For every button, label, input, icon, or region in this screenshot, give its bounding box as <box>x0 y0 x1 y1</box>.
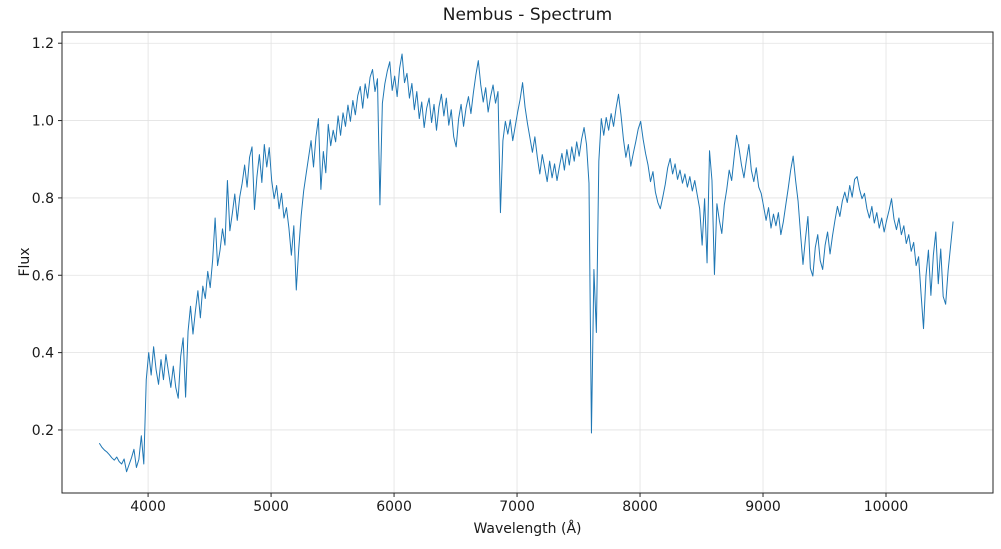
spectrum-line <box>99 53 954 473</box>
y-axis-label: Flux <box>17 247 33 277</box>
y-tick-label: 0.6 <box>32 268 54 284</box>
y-tick-label: 0.8 <box>32 191 54 207</box>
x-tick-label: 6000 <box>376 499 412 515</box>
x-tick-label: 9000 <box>745 499 781 515</box>
x-tick-label: 7000 <box>499 499 535 515</box>
x-axis-label: Wavelength (Å) <box>473 521 582 537</box>
x-tick-label: 8000 <box>622 499 658 515</box>
y-tick-label: 1.0 <box>32 114 54 130</box>
y-tick-label: 0.4 <box>32 346 54 362</box>
axes-frame <box>61 31 994 494</box>
x-tick-label: 10000 <box>864 499 909 515</box>
chart-title: Nembus - Spectrum <box>442 5 613 25</box>
x-tick-label: 4000 <box>130 499 166 515</box>
y-tick-label: 1.2 <box>32 36 54 52</box>
x-tick-label: 5000 <box>253 499 289 515</box>
y-tick-label: 0.2 <box>32 423 54 439</box>
